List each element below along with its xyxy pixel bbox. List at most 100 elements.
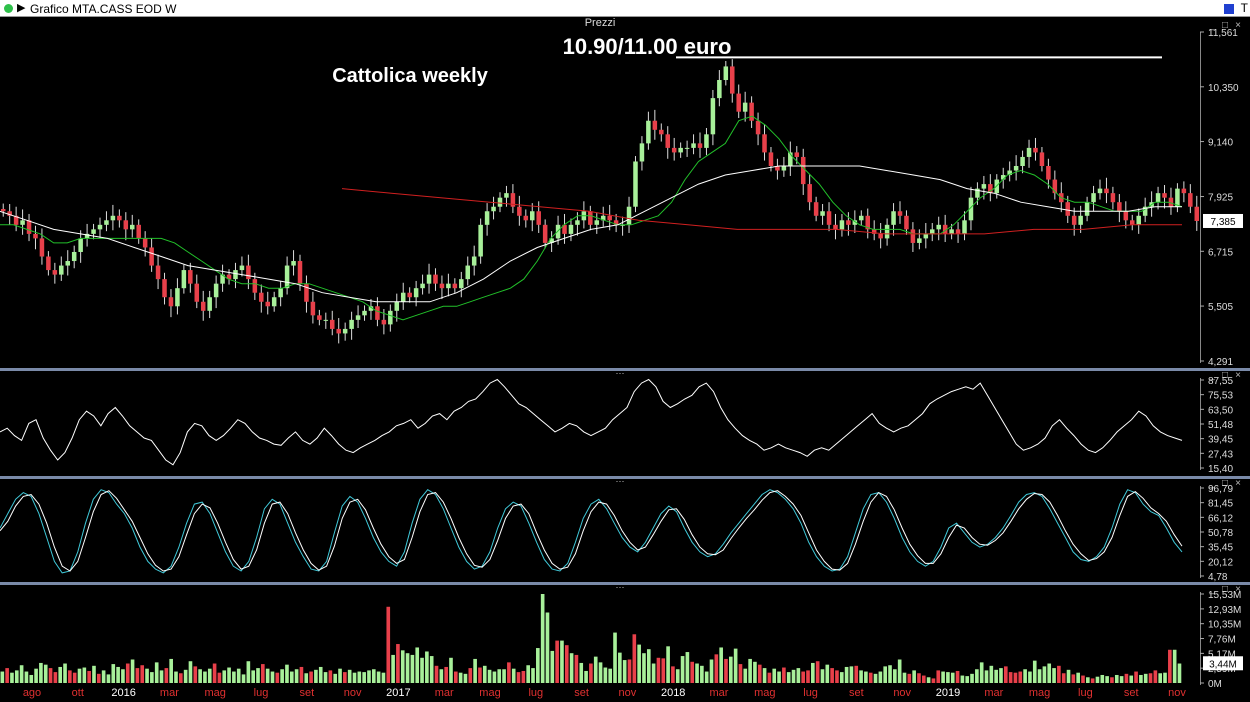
volume-bar (420, 657, 424, 683)
candle-down (304, 283, 309, 302)
close-button: × (1235, 584, 1241, 595)
candle-up (1020, 156, 1025, 166)
volume-bar (458, 672, 463, 683)
candle-up (400, 292, 406, 302)
candle-down (200, 301, 206, 311)
candle-down (736, 93, 741, 112)
arrow-right-icon[interactable]: ▶ (17, 2, 26, 14)
pane-splitter[interactable] (0, 476, 1250, 479)
candle-up (891, 211, 896, 225)
volume-bar (1153, 670, 1158, 683)
volume-bar (757, 664, 762, 683)
volume-bar (1119, 676, 1124, 683)
candle-up (600, 215, 606, 221)
candle-up (859, 215, 864, 221)
candle-up (349, 319, 354, 329)
candle-up (710, 98, 716, 135)
pane-splitter[interactable] (0, 368, 1250, 371)
candle-up (781, 165, 787, 171)
candle-up (213, 283, 219, 298)
stochastic-tick-label: 4,78 (1208, 572, 1228, 583)
oscillator-tick-label: 75,53 (1208, 391, 1233, 402)
x-tick-label: set (1124, 687, 1139, 699)
volume-bar (1148, 673, 1153, 683)
volume-bar (970, 673, 974, 683)
candle-up (646, 120, 651, 144)
volume-tick-label: 7,76M (1208, 635, 1236, 646)
last-price-label: 7,385 (1210, 217, 1235, 228)
candle-up (594, 220, 600, 225)
volume-bar (955, 670, 960, 683)
pane-splitter[interactable] (0, 582, 1250, 585)
candle-up (355, 315, 361, 320)
volume-bar (1071, 674, 1076, 683)
corner-t-button[interactable]: T (1240, 1, 1248, 15)
volume-bar (265, 668, 270, 683)
volume-bar (275, 672, 280, 683)
volume-bar (19, 665, 24, 683)
x-tick-label: mar (435, 687, 454, 699)
stochastic-d (0, 490, 1183, 572)
candle-down (613, 220, 619, 225)
volume-bar (912, 670, 916, 683)
volume-bar (907, 673, 912, 683)
pane-grip-icon: ··· (616, 582, 625, 592)
volume-bar (116, 666, 120, 683)
volume-bar (289, 671, 294, 683)
candle-down (155, 265, 161, 280)
volume-bar (878, 671, 883, 683)
volume-bar (48, 668, 53, 683)
candle-down (871, 229, 877, 234)
candle-up (930, 229, 935, 234)
volume-bar (400, 650, 405, 683)
x-tick-label: set (574, 687, 589, 699)
candle-up (207, 297, 212, 311)
volume-bar (975, 669, 979, 683)
price-tick-label: 9,140 (1208, 138, 1233, 149)
volume-bar (637, 644, 641, 683)
volume-bar (564, 645, 569, 683)
volume-bar (854, 665, 859, 683)
candle-down (162, 279, 167, 298)
candle-up (78, 238, 83, 252)
volume-badge (1203, 656, 1243, 671)
volume-bar (1061, 673, 1066, 683)
candle-up (504, 193, 509, 198)
volume-bar (680, 656, 685, 683)
volume-bar (463, 673, 468, 683)
volume-bar (280, 669, 284, 683)
candle-down (317, 315, 322, 320)
candle-down (1168, 197, 1174, 207)
x-tick-label: lug (528, 687, 543, 699)
volume-bar (294, 669, 299, 683)
resistance-label: 10.90/11.00 euro (563, 34, 732, 59)
candle-up (704, 134, 709, 148)
maximize-button: □ (1222, 20, 1228, 31)
candle-down (1104, 188, 1109, 194)
volume-bar (1076, 672, 1080, 683)
x-tick-label: lug (254, 687, 269, 699)
volume-bar (1081, 675, 1085, 683)
candle-up (839, 220, 845, 230)
candle-up (684, 147, 690, 149)
volume-bar (936, 670, 941, 683)
volume-bar (285, 664, 289, 683)
volume-bar (1129, 675, 1134, 683)
volume-tick-label: 5,17M (1208, 649, 1236, 660)
volume-bar (179, 673, 183, 683)
volume-bar (979, 662, 984, 683)
candle-down (813, 202, 819, 216)
volume-bar (531, 668, 535, 683)
candle-up (1078, 215, 1083, 225)
price-tick-label: 7,925 (1208, 193, 1233, 204)
candle-down (142, 238, 148, 248)
volume-bar (545, 612, 550, 683)
window-color-icon[interactable] (1224, 3, 1235, 14)
volume-bar (39, 662, 43, 683)
volume-bar (960, 675, 965, 683)
candle-down (1181, 188, 1187, 194)
volume-bar (425, 651, 429, 683)
candle-up (530, 211, 535, 221)
candle-up (962, 220, 967, 234)
volume-bar (724, 658, 728, 683)
